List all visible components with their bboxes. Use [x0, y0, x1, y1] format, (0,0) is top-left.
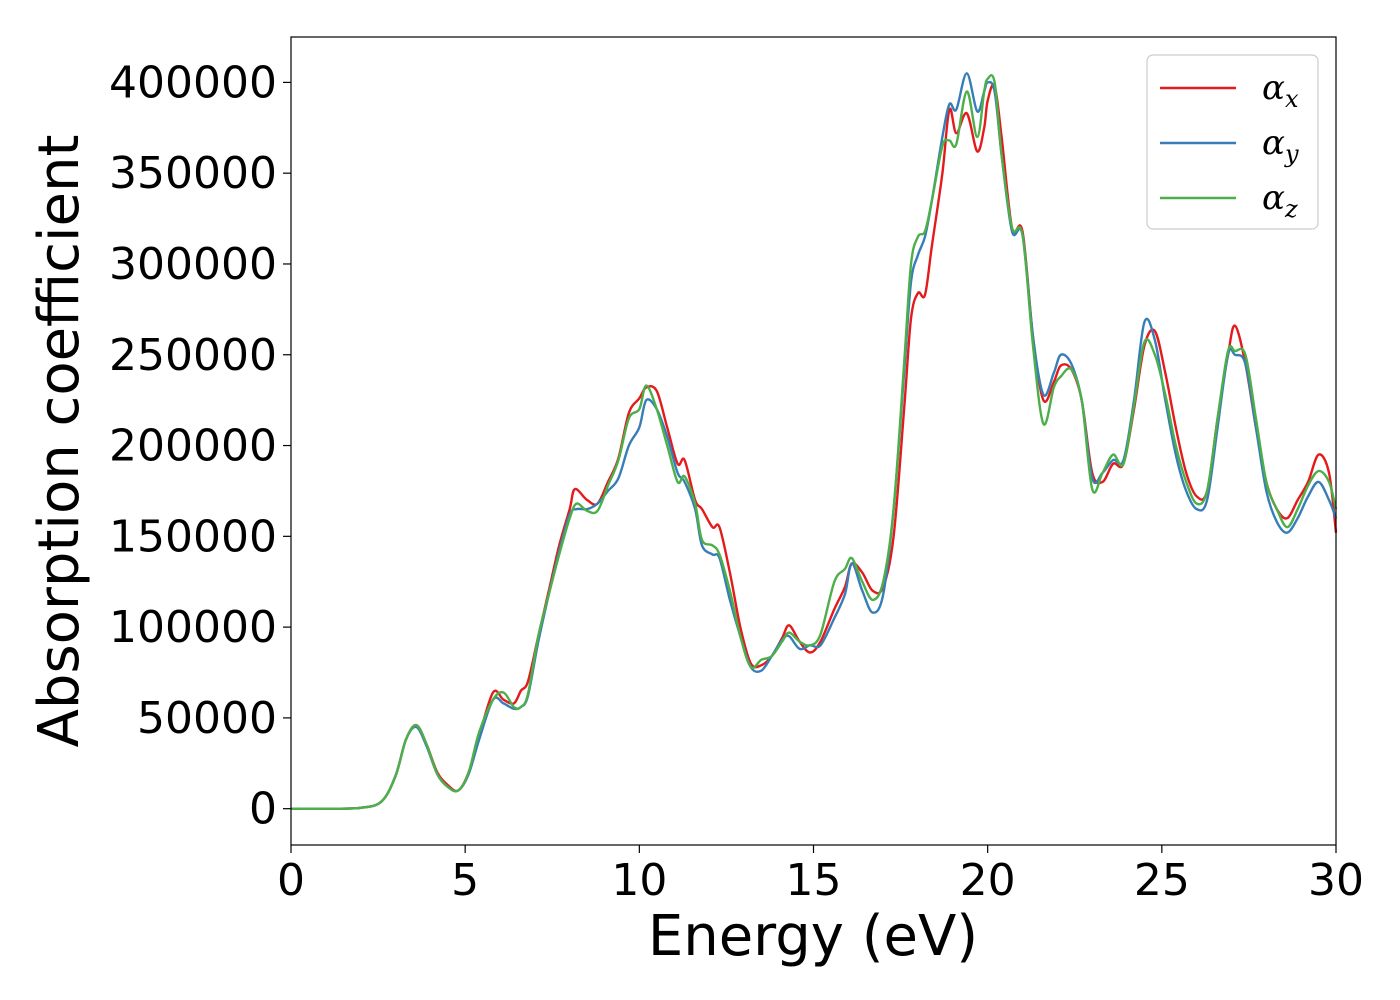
legend-label-symbol: α — [1262, 123, 1285, 163]
series-line-alpha-x — [290, 83, 1338, 810]
y-tick-label: 100000 — [109, 602, 277, 653]
y-tick-label: 200000 — [109, 421, 277, 472]
legend-label-symbol: α — [1262, 178, 1285, 218]
legend-label-symbol: α — [1262, 68, 1285, 108]
y-tick-label: 400000 — [109, 57, 277, 108]
series-layer — [290, 72, 1338, 810]
y-tick-label: 350000 — [109, 148, 277, 199]
y-tick-label: 50000 — [137, 693, 277, 744]
legend-label-subscript: y — [1284, 140, 1299, 168]
y-tick-label: 0 — [249, 784, 277, 835]
series-line-alpha-z — [290, 74, 1338, 810]
y-tick-label: 300000 — [109, 239, 277, 290]
x-tick-label: 5 — [451, 855, 479, 906]
y-tick-label: 150000 — [109, 511, 277, 562]
y-tick-label: 250000 — [109, 330, 277, 381]
legend-label-alpha-y: αy — [1262, 123, 1299, 168]
legend-label-subscript: z — [1284, 195, 1298, 223]
x-tick-label: 30 — [1308, 855, 1364, 906]
x-tick-label: 20 — [960, 855, 1016, 906]
x-tick-label: 10 — [611, 855, 667, 906]
y-axis: 0 50000 100000 150000 200000 250000 300000 3500… — [109, 57, 291, 835]
x-axis: 0 5 10 15 20 25 30 — [277, 845, 1364, 906]
legend-label-subscript: x — [1285, 85, 1299, 113]
x-tick-label: 15 — [786, 855, 842, 906]
x-tick-label: 25 — [1134, 855, 1190, 906]
y-axis-title: Absorption coefficient — [27, 135, 92, 748]
x-tick-label: 0 — [277, 855, 305, 906]
x-axis-title: Energy (eV) — [648, 904, 978, 969]
legend-label-alpha-z: αz — [1262, 178, 1298, 223]
legend-label-alpha-x: αx — [1262, 68, 1299, 113]
